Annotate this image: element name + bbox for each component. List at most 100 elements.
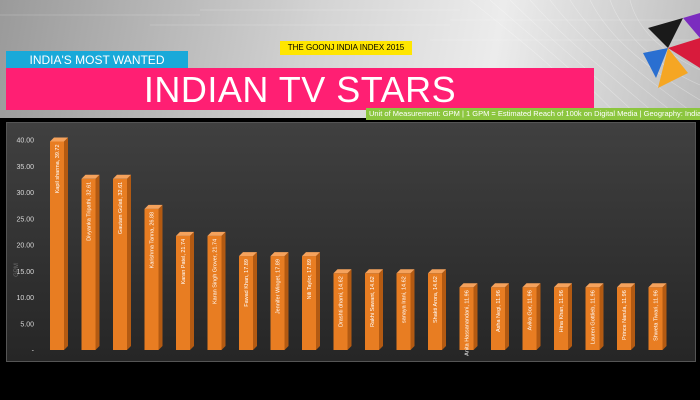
bar (144, 208, 159, 350)
bar-side (64, 137, 68, 350)
bar-top (81, 174, 100, 179)
bar-top (617, 283, 635, 288)
bar-top (270, 252, 289, 257)
bar-label: Avika Gor, 11.96 (528, 290, 534, 330)
bar (648, 287, 663, 350)
page-title: INDIAN TV STARS (143, 69, 457, 110)
measurement-note: Unit of Measurement: GPM | 1 GPM = Estim… (366, 108, 700, 120)
bar-top (365, 269, 383, 274)
bar-top (144, 204, 163, 209)
bar (333, 273, 348, 350)
bar-label: Prince Narula, 11.96 (622, 290, 628, 340)
bar-top (428, 269, 446, 274)
y-axis-label: GPM (14, 263, 20, 277)
bar-label: Jennifer Winget, 17.89 (276, 259, 282, 314)
bar-label: Hina Khan, 11.96 (559, 290, 565, 332)
bar-side (536, 283, 541, 350)
index-banner: THE GOONJ INDIA INDEX 2015 (280, 41, 412, 55)
bar-label: Asha Negi, 11.96 (496, 290, 502, 332)
bar-label: Karishma Tanna, 26.88 (150, 212, 156, 268)
bar (585, 287, 600, 350)
bar-side (631, 283, 635, 350)
bar-top (459, 283, 478, 288)
bar (365, 273, 379, 350)
bar-label: Shweta Tiwari, 11.96 (654, 290, 660, 341)
bar-top (302, 252, 320, 257)
bar (176, 235, 190, 350)
bar-side (442, 269, 446, 350)
bar-side (158, 204, 163, 350)
y-tick-label: 15.00 (16, 269, 34, 276)
bar (617, 287, 631, 350)
bar-side (473, 283, 478, 350)
y-tick-label: 5.00 (20, 321, 34, 328)
bar-side (568, 283, 572, 350)
bar-side (662, 283, 667, 350)
bar-side (253, 252, 257, 350)
bar-label: sanaya Irani, 14.62 (402, 276, 408, 323)
y-tick-label: 40.00 (16, 138, 34, 145)
bar-label: Nili Taylor, 17.89 (307, 259, 313, 299)
bar-side (127, 174, 131, 350)
bar-top (239, 252, 257, 257)
bar-label: Drashti dhami, 14.62 (339, 276, 345, 327)
bar-top (585, 283, 604, 288)
bar-side (284, 252, 289, 350)
bar-top (491, 283, 509, 288)
bar (554, 287, 568, 350)
bar (522, 287, 537, 350)
bar-label: Karan Patel, 21.74 (181, 239, 187, 285)
bar-side (190, 231, 194, 350)
bar-side (410, 269, 415, 350)
bar-label: Rakhi Sawant, 14.62 (370, 276, 376, 327)
y-tick-label: 20.00 (16, 243, 34, 250)
y-tick-label: 35.00 (16, 164, 34, 171)
bar (239, 256, 253, 350)
bar-label: Divyanka Tripathi, 32.61 (87, 182, 93, 241)
bars: Kapil sharma, 39.72 Divyanka Tripathi, 32… (50, 137, 667, 356)
bar (207, 235, 222, 350)
bar-top (648, 283, 667, 288)
bar-label: Anita Hassanandani, 11.96 (465, 290, 471, 356)
y-tick-label: 25.00 (16, 216, 34, 223)
header-grid-decoration (0, 0, 700, 118)
bar-top (554, 283, 572, 288)
y-tick-label: - (32, 348, 35, 355)
bar-side (347, 269, 352, 350)
bar (491, 287, 505, 350)
bar-chart: GPM 40.00 35.00 30.00 25.00 20.00 15.00 10.00 5… (14, 137, 667, 356)
most-wanted-label: INDIA'S MOST WANTED (6, 51, 188, 70)
bar (81, 178, 96, 350)
bar (270, 256, 285, 350)
bar-label: Fawad Khan, 17.89 (244, 259, 250, 307)
bar-top (50, 137, 68, 142)
bar-top (333, 269, 352, 274)
y-axis: 40.00 35.00 30.00 25.00 20.00 15.00 10.00 5.00 - (16, 138, 34, 355)
bar (50, 141, 64, 350)
bar (302, 256, 316, 350)
bar-top (176, 231, 194, 236)
bar-top (522, 283, 541, 288)
bar (459, 287, 474, 350)
bar-label: Gautam Gulati, 32.61 (118, 182, 124, 234)
bar-label: Karan Singh Grover, 21.74 (213, 239, 219, 304)
bar-top (207, 231, 226, 236)
bar-label: Shakti Arora, 14.62 (433, 276, 439, 323)
bar-side (316, 252, 320, 350)
bar-top (396, 269, 415, 274)
bar (113, 178, 127, 350)
title-band (6, 68, 594, 110)
bar-side (505, 283, 509, 350)
corner-logo-graphic (643, 13, 700, 88)
bar (396, 273, 411, 350)
bar-top (113, 174, 131, 179)
bar-side (95, 174, 100, 350)
bar-side (379, 269, 383, 350)
bar-side (599, 283, 604, 350)
bar-label: Kapil sharma, 39.72 (55, 144, 61, 193)
bar (428, 273, 442, 350)
header-banner: THE GOONJ INDIA INDEX 2015 INDIA'S MOST … (0, 0, 700, 118)
bar-label: Lauren Gottlieb, 11.96 (591, 290, 597, 344)
y-tick-label: 10.00 (16, 295, 34, 302)
